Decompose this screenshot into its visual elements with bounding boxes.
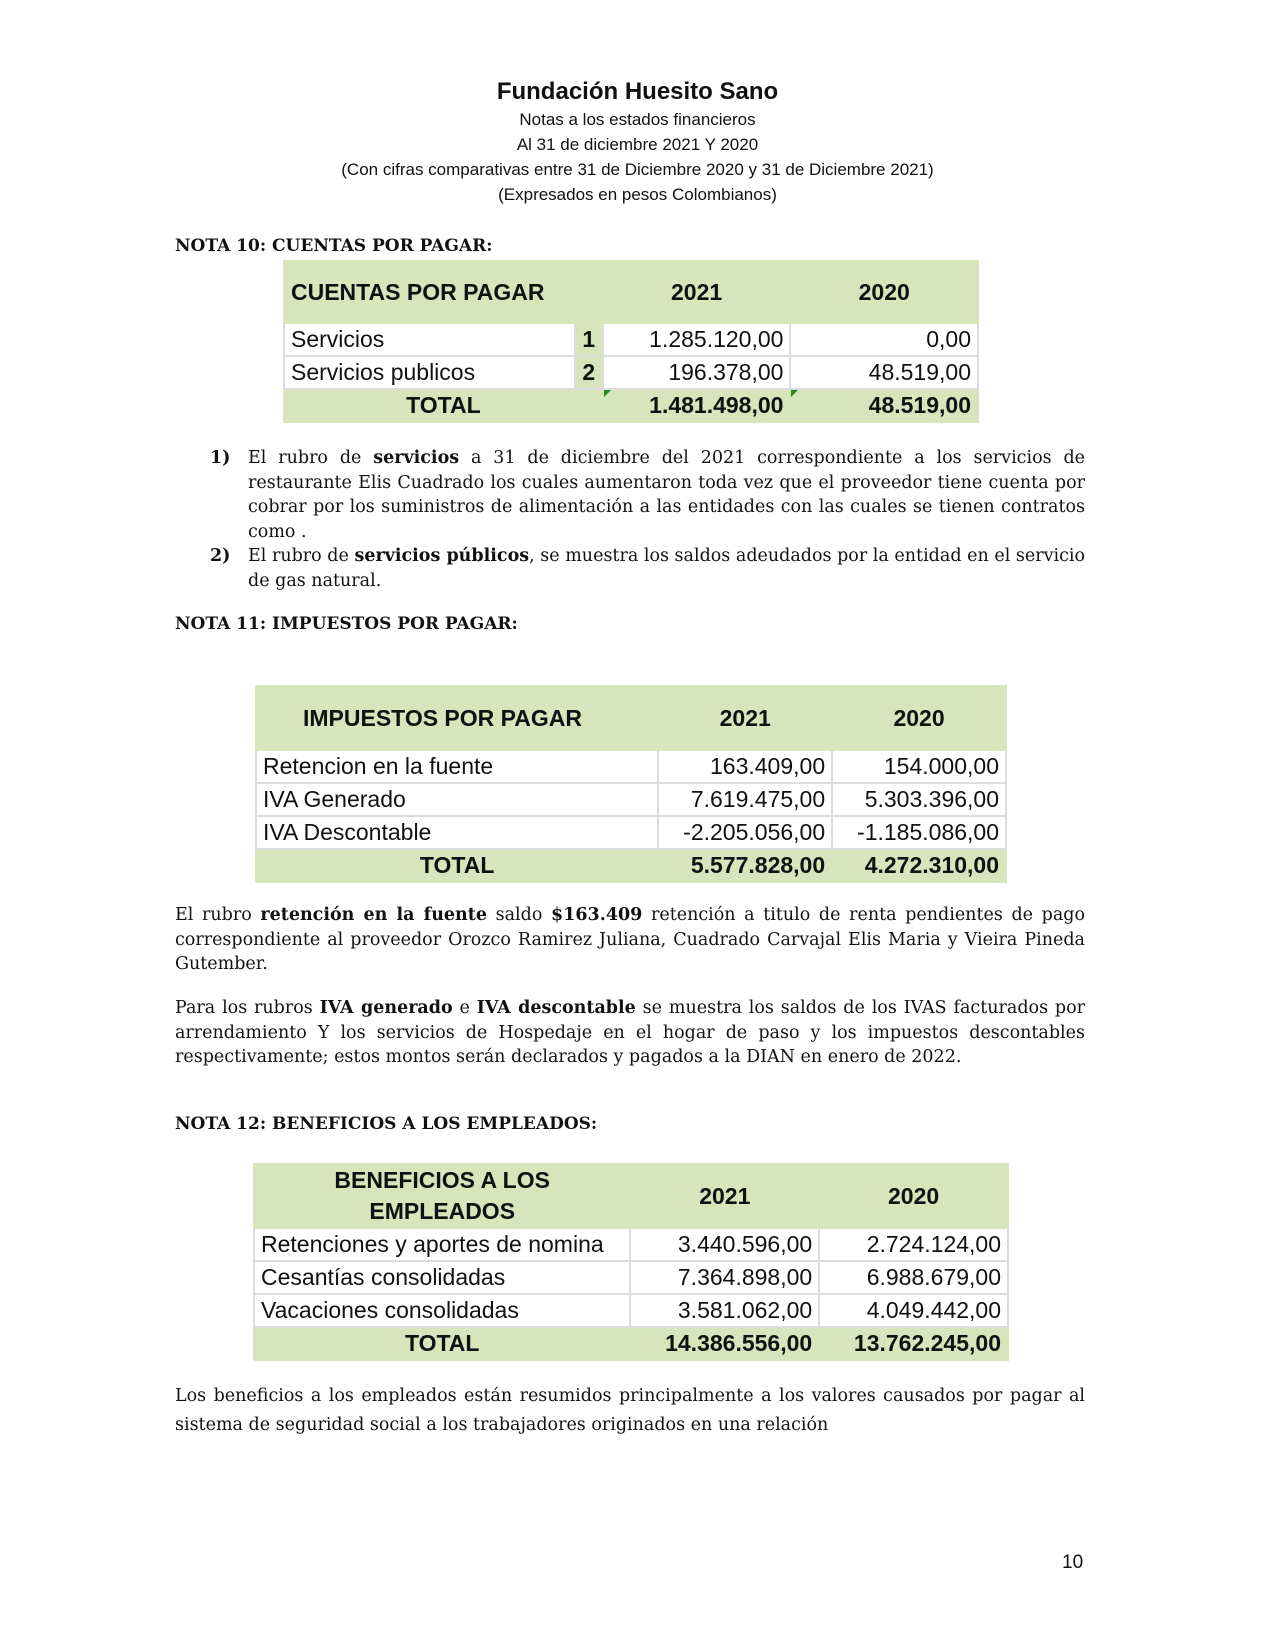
total-2020: 13.762.245,00 (818, 1326, 1009, 1361)
bold-text: IVA descontable (476, 998, 636, 1018)
value-2020: 48.519,00 (789, 355, 979, 390)
list-number: 1) (210, 448, 231, 468)
text: retención a titulo de renta pendientes d… (175, 905, 1085, 974)
value-2021: 3.581.062,00 (629, 1293, 821, 1328)
list-item: 2) El rubro de servicios públicos, se mue… (210, 544, 1085, 593)
bold-text: servicios (373, 448, 460, 468)
table-row: Cesantías consolidadas 7.364.898,00 6.988.… (252, 1260, 1009, 1295)
text: a 31 de diciembre del 2021 correspondien… (248, 448, 1086, 542)
total-label: TOTAL (283, 388, 604, 423)
nota-10-notes: 1) El rubro de servicios a 31 de diciembr… (210, 446, 1085, 593)
table-title: CUENTAS POR PAGAR (283, 260, 604, 324)
value-2021: 1.285.120,00 (601, 322, 792, 357)
value-2021: 7.619.475,00 (657, 782, 834, 817)
value-2021: 3.440.596,00 (629, 1227, 821, 1262)
text: Los beneficios a los empleados están res… (175, 1386, 1085, 1435)
subtitle-line: Al 31 de diciembre 2021 Y 2020 (516, 135, 759, 154)
column-header-2020: 2020 (831, 685, 1007, 751)
table-row: Retenciones y aportes de nomina 3.440.596… (252, 1227, 1009, 1262)
cuentas-por-pagar-table: CUENTAS POR PAGAR 2021 2020 Servicios 1 1.28… (283, 260, 979, 423)
subtitle-line: (Expresados en pesos Colombianos) (498, 185, 777, 204)
total-2021: 5.577.828,00 (657, 848, 834, 883)
total-row: TOTAL 1.481.498,00 48.519,00 (283, 388, 979, 423)
organization-title: Fundación Huesito Sano (496, 78, 779, 105)
list-item: 1) El rubro de servicios a 31 de diciembr… (210, 446, 1085, 544)
row-label: Vacaciones consolidadas (252, 1293, 632, 1328)
table-header-row: IMPUESTOS POR PAGAR 2021 2020 (254, 685, 1007, 751)
text: El rubro de (248, 448, 374, 468)
table-row: Vacaciones consolidadas 3.581.062,00 4.049… (252, 1293, 1009, 1328)
column-header-2020: 2020 (818, 1163, 1009, 1229)
table-header-row: CUENTAS POR PAGAR 2021 2020 (283, 260, 979, 324)
column-header-2020: 2020 (789, 260, 979, 324)
text: se muestra los saldos de los IVAS factur… (175, 998, 1085, 1067)
title-line: EMPLEADOS (369, 1198, 516, 1224)
value-2020: 2.724.124,00 (818, 1227, 1009, 1262)
total-2020: 48.519,00 (789, 388, 979, 423)
nota-12-heading: NOTA 12: BENEFICIOS A LOS EMPLEADOS: (175, 1114, 598, 1134)
value-2021: -2.205.056,00 (657, 815, 834, 850)
impuestos-por-pagar-table: IMPUESTOS POR PAGAR 2021 2020 Retencion en… (254, 685, 1007, 883)
row-label: Cesantías consolidadas (252, 1260, 632, 1295)
list-number: 2) (210, 546, 231, 566)
total-row: TOTAL 5.577.828,00 4.272.310,00 (254, 848, 1007, 883)
value-2020: 6.988.679,00 (818, 1260, 1009, 1295)
column-header-2021: 2021 (657, 685, 834, 751)
total-2020: 4.272.310,00 (831, 848, 1007, 883)
total-2021: 1.481.498,00 (601, 388, 792, 423)
table-header-row: BENEFICIOS A LOS EMPLEADOS 2021 2020 (252, 1163, 1009, 1229)
page-number: 10 (1062, 1552, 1084, 1573)
column-header-2021: 2021 (629, 1163, 821, 1229)
total-row: TOTAL 14.386.556,00 13.762.245,00 (252, 1326, 1009, 1361)
title-line: BENEFICIOS A LOS (334, 1167, 550, 1193)
table-row: Servicios publicos 2 196.378,00 48.519,00 (283, 355, 979, 390)
text: El rubro (175, 905, 261, 925)
subtitle-line: (Con cifras comparativas entre 31 de Dic… (341, 160, 934, 179)
nota-11-paragraph-1: El rubro retención en la fuente saldo $1… (175, 903, 1085, 977)
note-ref: 1 (573, 322, 604, 357)
row-label: Retencion en la fuente (254, 749, 660, 784)
row-label: IVA Descontable (254, 815, 660, 850)
table-row: IVA Descontable -2.205.056,00 -1.185.086,0… (254, 815, 1007, 850)
bold-text: $163.409 (551, 905, 643, 925)
nota-11-paragraph-2: Para los rubros IVA generado e IVA desco… (175, 996, 1085, 1070)
value-2021: 163.409,00 (657, 749, 834, 784)
text: , se muestra los saldos adeudados por la… (248, 546, 1086, 591)
table-title: BENEFICIOS A LOS EMPLEADOS (252, 1163, 632, 1229)
row-label: Servicios (283, 322, 576, 357)
nota-11-heading: NOTA 11: IMPUESTOS POR PAGAR: (175, 614, 518, 634)
nota-10-heading: NOTA 10: CUENTAS POR PAGAR: (175, 236, 493, 256)
value-2020: 154.000,00 (831, 749, 1007, 784)
text: El rubro de (248, 546, 355, 566)
value-2020: 4.049.442,00 (818, 1293, 1009, 1328)
text: saldo (487, 905, 552, 925)
value-2021: 196.378,00 (601, 355, 792, 390)
text: Para los rubros (175, 998, 320, 1018)
nota-12-paragraph: Los beneficios a los empleados están res… (175, 1382, 1085, 1440)
total-label: TOTAL (252, 1326, 632, 1361)
note-ref: 2 (573, 355, 604, 390)
row-label: Retenciones y aportes de nomina (252, 1227, 632, 1262)
total-2021: 14.386.556,00 (629, 1326, 821, 1361)
subtitle-line: Notas a los estados financieros (519, 110, 756, 129)
column-header-2021: 2021 (601, 260, 792, 324)
bold-text: retención en la fuente (260, 905, 488, 925)
value-2020: 5.303.396,00 (831, 782, 1007, 817)
total-label: TOTAL (254, 848, 660, 883)
row-label: IVA Generado (254, 782, 660, 817)
text: e (452, 998, 477, 1018)
row-label: Servicios publicos (283, 355, 576, 390)
table-row: IVA Generado 7.619.475,00 5.303.396,00 (254, 782, 1007, 817)
table-row: Retencion en la fuente 163.409,00 154.000,… (254, 749, 1007, 784)
value-2020: -1.185.086,00 (831, 815, 1007, 850)
table-title: IMPUESTOS POR PAGAR (254, 685, 660, 751)
beneficios-empleados-table: BENEFICIOS A LOS EMPLEADOS 2021 2020 Retenc… (252, 1163, 1009, 1361)
bold-text: servicios públicos (354, 546, 530, 566)
table-row: Servicios 1 1.285.120,00 0,00 (283, 322, 979, 357)
value-2021: 7.364.898,00 (629, 1260, 821, 1295)
value-2020: 0,00 (789, 322, 979, 357)
bold-text: IVA generado (319, 998, 453, 1018)
